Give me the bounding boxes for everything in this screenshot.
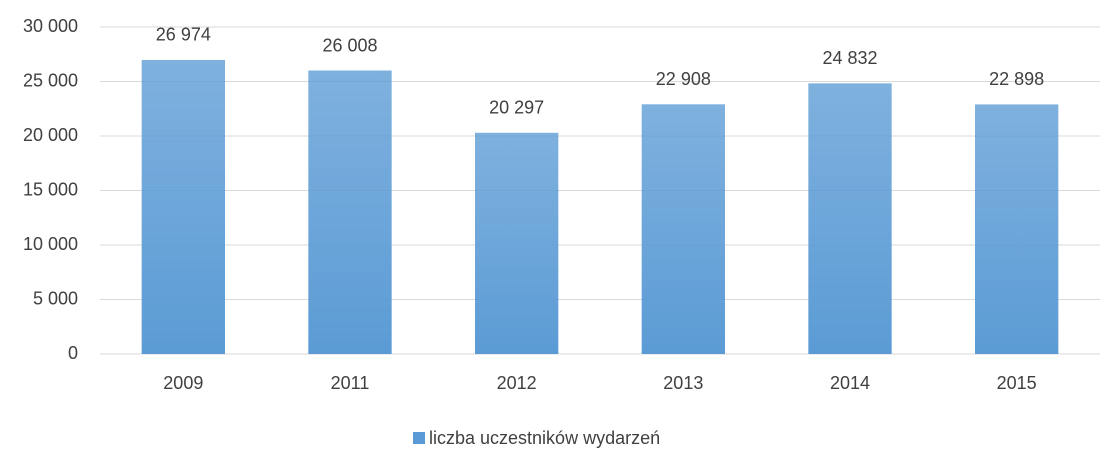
bar (141, 59, 225, 354)
bar (475, 132, 559, 354)
x-tick-label: 2015 (997, 373, 1037, 393)
value-label: 22 898 (989, 69, 1044, 89)
y-tick-label: 5 000 (33, 288, 78, 308)
legend-label: liczba uczestników wydarzeń (429, 428, 660, 448)
y-tick-label: 10 000 (23, 234, 78, 254)
x-tick-label: 2013 (663, 373, 703, 393)
value-label: 26 974 (156, 25, 211, 45)
y-tick-label: 15 000 (23, 179, 78, 199)
bar (308, 70, 392, 354)
y-tick-label: 30 000 (23, 16, 78, 36)
bar (641, 104, 725, 355)
value-label: 22 908 (656, 69, 711, 89)
bar (808, 83, 892, 354)
x-tick-label: 2011 (331, 373, 370, 393)
x-tick-label: 2014 (830, 373, 870, 393)
x-tick-label: 2009 (163, 373, 203, 393)
y-tick-label: 25 000 (23, 70, 78, 90)
value-label: 26 008 (322, 35, 377, 55)
y-tick-label: 0 (68, 343, 78, 363)
y-tick-label: 20 000 (23, 125, 78, 145)
legend-swatch (413, 432, 425, 444)
value-label: 24 832 (822, 48, 877, 68)
value-label: 20 297 (489, 98, 544, 118)
bar (975, 104, 1059, 354)
x-tick-label: 2012 (497, 373, 537, 393)
